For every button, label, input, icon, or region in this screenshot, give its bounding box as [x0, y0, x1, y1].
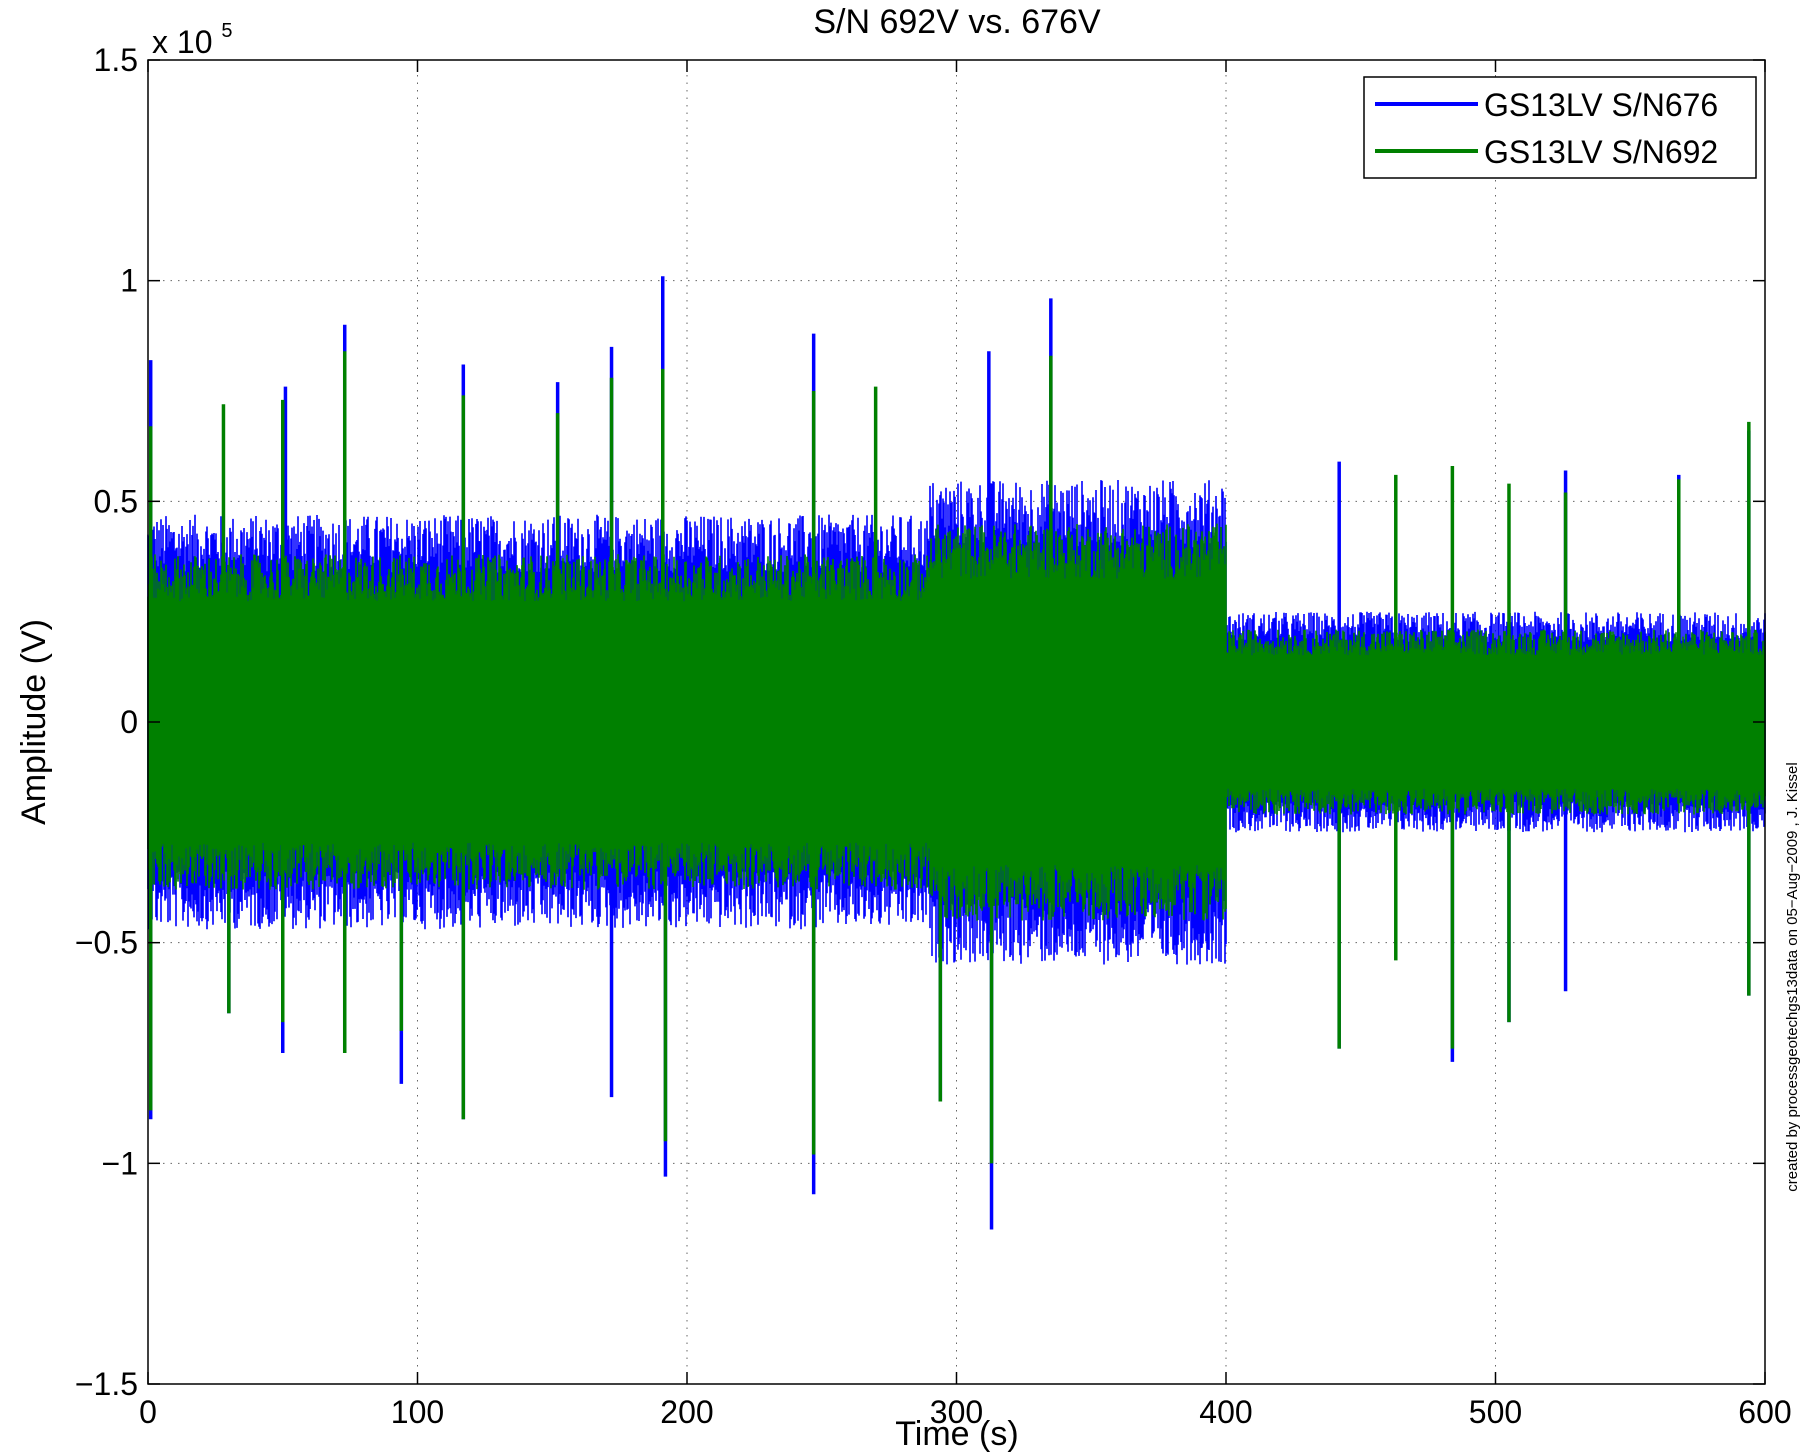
y-tick-label: 0.5 — [94, 483, 138, 519]
y-axis-multiplier: x 10 5 — [152, 20, 233, 60]
y-tick-label: −1 — [102, 1145, 138, 1181]
y-tick-label: 1 — [120, 263, 138, 299]
plot-area — [147, 59, 1766, 1385]
y-multiplier-exponent: 5 — [221, 20, 232, 42]
x-tick-label: 200 — [660, 1394, 713, 1430]
y-tick-label: 0 — [120, 704, 138, 740]
y-tick-label: −0.5 — [75, 925, 138, 961]
x-tick-label: 0 — [139, 1394, 157, 1430]
legend: GS13LV S/N676 GS13LV S/N692 — [1363, 76, 1757, 179]
legend-label-2: GS13LV S/N692 — [1484, 134, 1718, 170]
series-2 — [147, 351, 1766, 1164]
y-tick-labels: −1.5 −1 −0.5 0 0.5 1 1.5 — [75, 42, 138, 1402]
y-axis-title: Amplitude (V) — [15, 619, 53, 825]
y-tick-label: −1.5 — [75, 1366, 138, 1402]
y-multiplier-base: x 10 — [152, 24, 212, 60]
x-axis-title: Time (s) — [895, 1415, 1018, 1453]
y-tick-label: 1.5 — [94, 42, 138, 78]
x-tick-labels: 0 100 200 300 400 500 600 — [139, 1394, 1792, 1430]
legend-box — [1363, 76, 1757, 179]
x-tick-label: 100 — [391, 1394, 444, 1430]
x-tick-label: 400 — [1199, 1394, 1252, 1430]
tick-marks — [147, 59, 1766, 1385]
grid-lines — [148, 60, 1765, 1384]
x-tick-label: 500 — [1469, 1394, 1522, 1430]
chart-title: S/N 692V vs. 676V — [813, 3, 1101, 41]
series-layer — [147, 276, 1766, 1230]
credit-text: created by processgeotechgs13data on 05−… — [1784, 762, 1801, 1191]
legend-label-1: GS13LV S/N676 — [1484, 87, 1718, 123]
x-tick-label: 300 — [930, 1394, 983, 1430]
x-tick-label: 600 — [1738, 1394, 1791, 1430]
